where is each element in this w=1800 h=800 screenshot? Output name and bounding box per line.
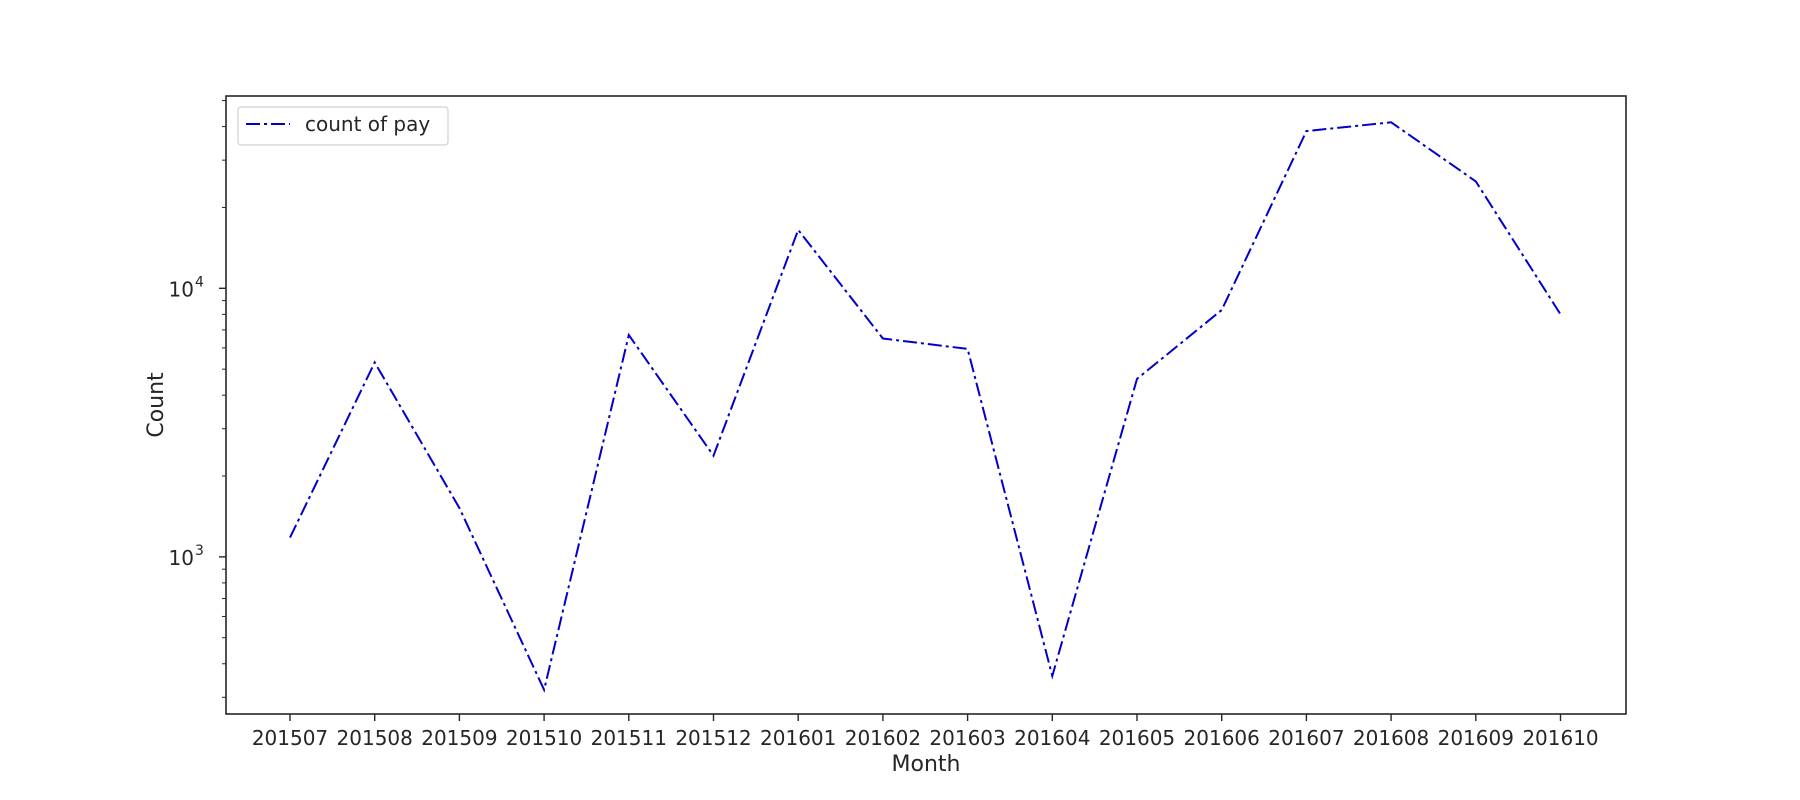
x-axis-label: Month bbox=[892, 752, 961, 777]
x-tick-label: 201610 bbox=[1522, 726, 1598, 750]
x-tick-label: 201605 bbox=[1099, 726, 1175, 750]
x-tick-label: 201607 bbox=[1268, 726, 1344, 750]
x-tick-label: 201609 bbox=[1438, 726, 1514, 750]
x-tick-label: 201608 bbox=[1353, 726, 1429, 750]
x-tick-label: 201603 bbox=[929, 726, 1005, 750]
legend-label: count of pay bbox=[305, 112, 430, 136]
plot-area bbox=[225, 95, 1627, 715]
x-tick-label: 201507 bbox=[252, 726, 328, 750]
legend: count of pay bbox=[237, 106, 449, 146]
y-tick-label: 10 bbox=[169, 546, 194, 570]
x-tick-label: 201602 bbox=[845, 726, 921, 750]
x-tick-label: 201601 bbox=[760, 726, 836, 750]
x-tick-label: 201510 bbox=[506, 726, 582, 750]
y-axis-label: Count bbox=[144, 372, 169, 438]
x-tick-label: 201511 bbox=[591, 726, 667, 750]
x-tick-label: 201509 bbox=[421, 726, 497, 750]
legend-box bbox=[237, 106, 449, 146]
y-tick-label: 10 bbox=[169, 277, 194, 301]
y-tick-exponent: 4 bbox=[195, 274, 204, 290]
series-line-count-of-pay bbox=[289, 121, 1562, 693]
y-tick-exponent: 3 bbox=[195, 543, 204, 559]
x-axis-ticks: 201507 201508 201509 201510 201511 201512 2016… bbox=[252, 714, 1599, 750]
x-tick-label: 201606 bbox=[1184, 726, 1260, 750]
x-tick-label: 201508 bbox=[337, 726, 413, 750]
x-tick-label: 201604 bbox=[1014, 726, 1090, 750]
x-tick-label: 201512 bbox=[675, 726, 751, 750]
